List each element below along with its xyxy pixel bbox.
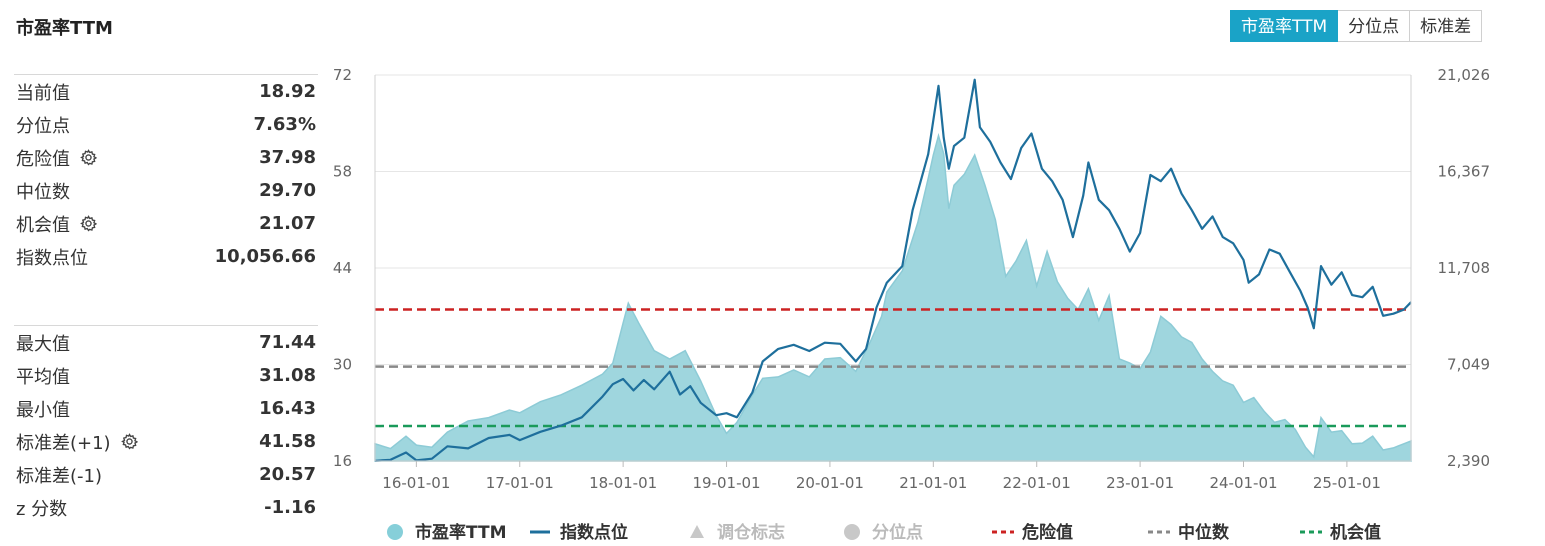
stat-value: 20.57: [259, 464, 316, 485]
x-tick-label: 16-01-01: [382, 474, 450, 492]
stat-label-text: 分位点: [16, 115, 70, 137]
chart-title: 市盈率TTM: [16, 18, 113, 39]
stat-label: 危险值: [16, 145, 98, 171]
stat-row: 标准差(+1) 41.58: [14, 425, 318, 458]
stats-panel-summary: 最大值 71.44 平均值 31.08 最小值 16.43 标准差(+1) 41.58 标准差(…: [14, 325, 318, 524]
legend-chance[interactable]: 机会值: [1300, 522, 1381, 543]
stat-label-text: 危险值: [16, 148, 70, 170]
stat-label: 平均值: [16, 363, 70, 389]
stat-row: 指数点位 10,056.66: [14, 240, 318, 273]
stat-value: 37.98: [259, 147, 316, 168]
x-tick-label: 20-01-01: [796, 474, 864, 492]
legend-label: 中位数: [1178, 522, 1230, 543]
stat-label: 标准差(-1): [16, 462, 102, 488]
stat-label-text: 标准差(-1): [16, 465, 102, 487]
legend-median[interactable]: 中位数: [1148, 522, 1230, 543]
legend-circle-icon: [844, 524, 860, 540]
stat-value: 41.58: [259, 431, 316, 452]
stat-row: 最大值 71.44: [14, 326, 318, 359]
stat-label-text: 标准差(+1): [16, 432, 111, 454]
right-tick-label: 2,390: [1447, 452, 1490, 470]
legend-label: 危险值: [1021, 522, 1073, 543]
stat-value: 16.43: [259, 398, 316, 419]
stat-value: 21.07: [259, 213, 316, 234]
stat-value: 10,056.66: [214, 246, 316, 267]
tab-percentile[interactable]: 分位点: [1338, 10, 1411, 42]
stat-value: 31.08: [259, 365, 316, 386]
x-tick-label: 22-01-01: [1003, 474, 1071, 492]
stat-value: 18.92: [259, 81, 316, 102]
tab-pe-ttm[interactable]: 市盈率TTM: [1230, 10, 1339, 42]
tab-std-dev[interactable]: 标准差: [1410, 10, 1483, 42]
stat-row: 标准差(-1) 20.57: [14, 458, 318, 491]
legend-percentile[interactable]: 分位点: [844, 522, 923, 543]
legend-rebalance[interactable]: 调仓标志: [690, 522, 785, 543]
stat-label-text: 最大值: [16, 333, 70, 355]
stat-label: z 分数: [16, 495, 67, 521]
left-tick-label: 30: [333, 356, 352, 374]
x-tick-label: 18-01-01: [589, 474, 657, 492]
pe-ttm-area: [374, 132, 1412, 462]
right-tick-label: 7,049: [1447, 356, 1490, 374]
stat-label: 最小值: [16, 396, 70, 422]
index-line: [374, 78, 1412, 462]
legend-pe-ttm[interactable]: 市盈率TTM: [387, 522, 507, 543]
stat-row: 平均值 31.08: [14, 359, 318, 392]
x-tick-label: 19-01-01: [692, 474, 760, 492]
stat-value: -1.16: [264, 497, 316, 518]
stat-label: 指数点位: [16, 244, 88, 270]
stat-row: 机会值 21.07: [14, 207, 318, 240]
x-tick-label: 21-01-01: [899, 474, 967, 492]
stat-value: 7.63%: [253, 114, 316, 135]
stat-label: 分位点: [16, 112, 70, 138]
stat-row: z 分数 -1.16: [14, 491, 318, 524]
stat-label-text: 当前值: [16, 82, 70, 104]
stat-row: 危险值 37.98: [14, 141, 318, 174]
stat-label-text: 平均值: [16, 366, 70, 388]
legend-label: 机会值: [1330, 522, 1381, 543]
legend-circle-icon: [387, 524, 403, 540]
x-tick-label: 25-01-01: [1313, 474, 1381, 492]
stat-label-text: 指数点位: [16, 247, 88, 269]
right-tick-label: 16,367: [1438, 163, 1491, 181]
stat-value: 71.44: [259, 332, 316, 353]
x-tick-label: 17-01-01: [486, 474, 554, 492]
stat-value: 29.70: [259, 180, 316, 201]
legend-index[interactable]: 指数点位: [530, 522, 628, 543]
legend-label: 市盈率TTM: [415, 522, 507, 543]
right-tick-label: 21,026: [1438, 66, 1491, 84]
stat-label-text: 最小值: [16, 399, 70, 421]
stat-label: 最大值: [16, 330, 70, 356]
gear-icon[interactable]: [80, 215, 98, 232]
stat-row: 当前值 18.92: [14, 75, 318, 108]
stat-row: 最小值 16.43: [14, 392, 318, 425]
stat-label: 机会值: [16, 211, 98, 237]
stat-label: 中位数: [16, 178, 70, 204]
legend-label: 指数点位: [560, 522, 628, 543]
stat-row: 分位点 7.63%: [14, 108, 318, 141]
stat-label-text: 中位数: [16, 181, 70, 203]
x-tick-label: 24-01-01: [1209, 474, 1277, 492]
x-tick-label: 23-01-01: [1106, 474, 1174, 492]
left-tick-label: 72: [333, 66, 352, 84]
gear-icon[interactable]: [120, 433, 138, 450]
stat-label-text: z 分数: [16, 498, 68, 520]
stats-panel-current: 当前值 18.92 分位点 7.63% 危险值 37.98 中位数 29.70 机会值 21.07…: [14, 74, 318, 273]
left-tick-label: 16: [333, 452, 352, 470]
stat-label-text: 机会值: [16, 214, 70, 236]
gear-icon[interactable]: [80, 149, 98, 166]
left-tick-label: 44: [333, 259, 352, 277]
tab-group: 市盈率TTM 分位点 标准差: [1230, 10, 1483, 42]
legend-label: 分位点: [872, 522, 923, 543]
legend-label: 调仓标志: [717, 522, 785, 543]
legend-triangle-icon: [690, 525, 704, 538]
right-tick-label: 11,708: [1438, 259, 1491, 277]
legend-danger[interactable]: 危险值: [992, 522, 1073, 543]
left-tick-label: 58: [333, 163, 352, 181]
stat-row: 中位数 29.70: [14, 174, 318, 207]
stat-label: 标准差(+1): [16, 429, 138, 455]
stat-label: 当前值: [16, 79, 70, 105]
